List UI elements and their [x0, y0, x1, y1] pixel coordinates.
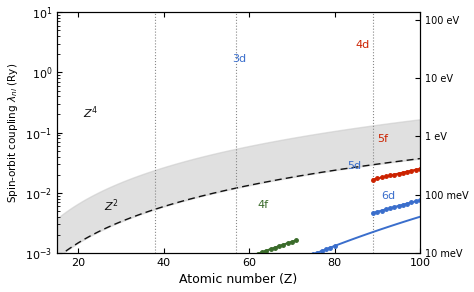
Text: 3d: 3d: [232, 54, 246, 64]
Text: 4d: 4d: [356, 40, 370, 51]
Text: 4f: 4f: [258, 200, 269, 211]
Text: $Z^4$: $Z^4$: [82, 104, 98, 121]
Text: $Z^2$: $Z^2$: [104, 198, 119, 214]
Y-axis label: Spin-orbit coupling $\lambda_{nl}$ (Ry): Spin-orbit coupling $\lambda_{nl}$ (Ry): [6, 62, 19, 203]
X-axis label: Atomic number (Z): Atomic number (Z): [179, 273, 298, 286]
Text: 5d: 5d: [347, 161, 362, 171]
Text: 5f: 5f: [377, 134, 388, 144]
Text: 6d: 6d: [382, 191, 396, 201]
